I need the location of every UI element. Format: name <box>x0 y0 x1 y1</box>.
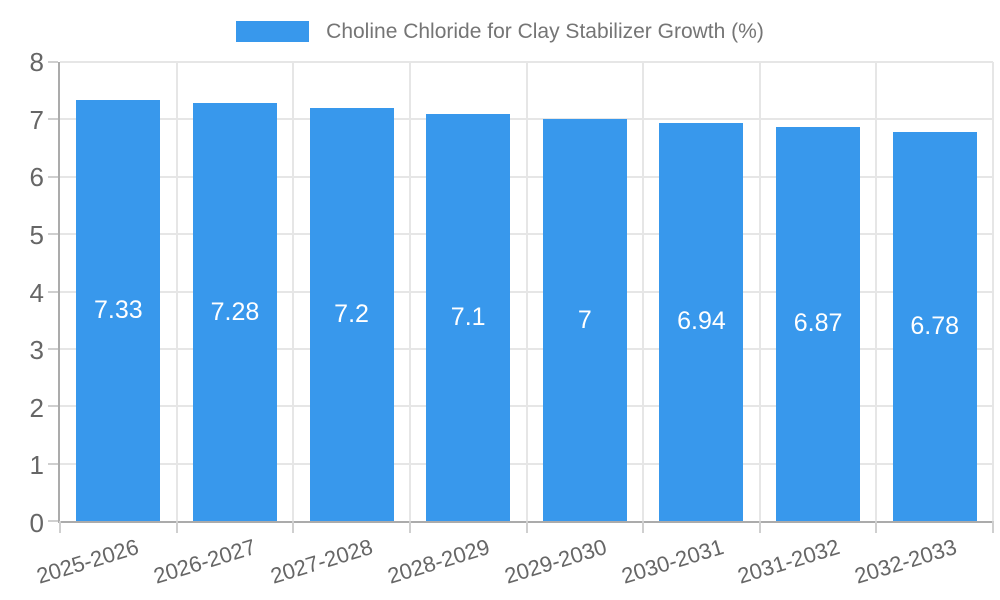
y-tick-label: 4 <box>29 277 44 308</box>
bar-cell: 6.87 <box>760 62 877 521</box>
bar[interactable]: 7 <box>542 119 627 521</box>
bar[interactable]: 7.2 <box>309 107 394 521</box>
y-tick-label: 3 <box>29 335 44 366</box>
y-tick-mark <box>48 118 58 121</box>
v-gridline <box>525 62 528 521</box>
bar-value-label: 6.87 <box>793 309 843 338</box>
y-tick-mark <box>48 405 58 408</box>
y-tick-label: 2 <box>29 392 44 423</box>
plot-area: 7.33 7.28 7.2 7.1 7 6.94 6.87 6.78 <box>48 61 994 533</box>
v-gridline <box>875 62 878 521</box>
y-tick-mark <box>48 290 58 293</box>
y-tick-label: 5 <box>29 219 44 250</box>
x-tick-label: 2025-2026 <box>33 534 142 589</box>
bar[interactable]: 7.1 <box>426 113 511 521</box>
y-tick-mark <box>48 61 58 63</box>
bar-value-label: 7 <box>577 305 592 334</box>
v-gridline <box>292 62 295 521</box>
y-tick-mark <box>48 520 58 522</box>
x-tick-mark <box>525 521 528 533</box>
bar-value-label: 7.33 <box>93 296 143 325</box>
bar-value-label: 6.94 <box>677 307 726 336</box>
bar-cell: 7.2 <box>293 62 410 521</box>
bar[interactable]: 7.28 <box>192 103 277 521</box>
bar-cell: 6.94 <box>643 62 760 521</box>
bar-value-label: 6.78 <box>910 312 960 340</box>
bar-cell: 6.78 <box>876 62 993 521</box>
x-tick-mark <box>875 521 878 533</box>
y-tick-label: 0 <box>29 508 44 538</box>
y-tick-label: 1 <box>29 450 44 481</box>
y-tick-mark <box>48 175 58 178</box>
bar-cell: 7.33 <box>60 62 177 521</box>
v-gridline <box>175 62 178 521</box>
x-tick-mark <box>59 521 61 533</box>
x-tick-cell: 2032-2033 <box>852 529 993 599</box>
y-tick-label: 6 <box>29 162 44 193</box>
y-tick-label: 7 <box>29 104 44 135</box>
bar-cell: 7 <box>527 62 644 521</box>
legend[interactable]: Choline Chloride for Clay Stabilizer Gro… <box>0 19 1000 44</box>
x-tick-mark <box>992 521 994 533</box>
y-tick-mark <box>48 462 58 465</box>
bar[interactable]: 6.87 <box>776 126 861 521</box>
bar-cell: 7.28 <box>177 62 294 521</box>
bars-layer: 7.33 7.28 7.2 7.1 7 6.94 6.87 6.78 <box>60 62 993 521</box>
legend-swatch-icon <box>236 21 310 43</box>
bar-value-label: 7.1 <box>450 302 486 331</box>
y-tick-mark <box>48 347 58 350</box>
bar-cell: 7.1 <box>410 62 527 521</box>
legend-label: Choline Chloride for Clay Stabilizer Gro… <box>326 20 764 43</box>
v-gridline <box>992 62 994 521</box>
x-tick-mark <box>758 521 761 533</box>
bar-value-label: 7.28 <box>210 297 260 326</box>
bar[interactable]: 6.94 <box>659 122 744 521</box>
x-tick-mark <box>408 521 411 533</box>
v-gridline <box>758 62 761 521</box>
x-tick-mark <box>642 521 645 533</box>
bar[interactable]: 7.33 <box>76 100 161 521</box>
x-axis-labels: 2025-2026 2026-2027 2027-2028 2028-2029 2029… <box>34 529 993 599</box>
bar-value-label: 7.2 <box>334 299 369 328</box>
y-axis-labels: 0 1 2 3 4 5 6 7 8 <box>0 49 44 536</box>
v-gridline <box>642 62 645 521</box>
x-tick-mark <box>292 521 295 533</box>
v-gridline <box>408 62 411 521</box>
x-tick-mark <box>175 521 178 533</box>
y-tick-label: 8 <box>29 47 44 77</box>
bar[interactable]: 6.78 <box>892 132 977 521</box>
y-tick-mark <box>48 233 58 236</box>
